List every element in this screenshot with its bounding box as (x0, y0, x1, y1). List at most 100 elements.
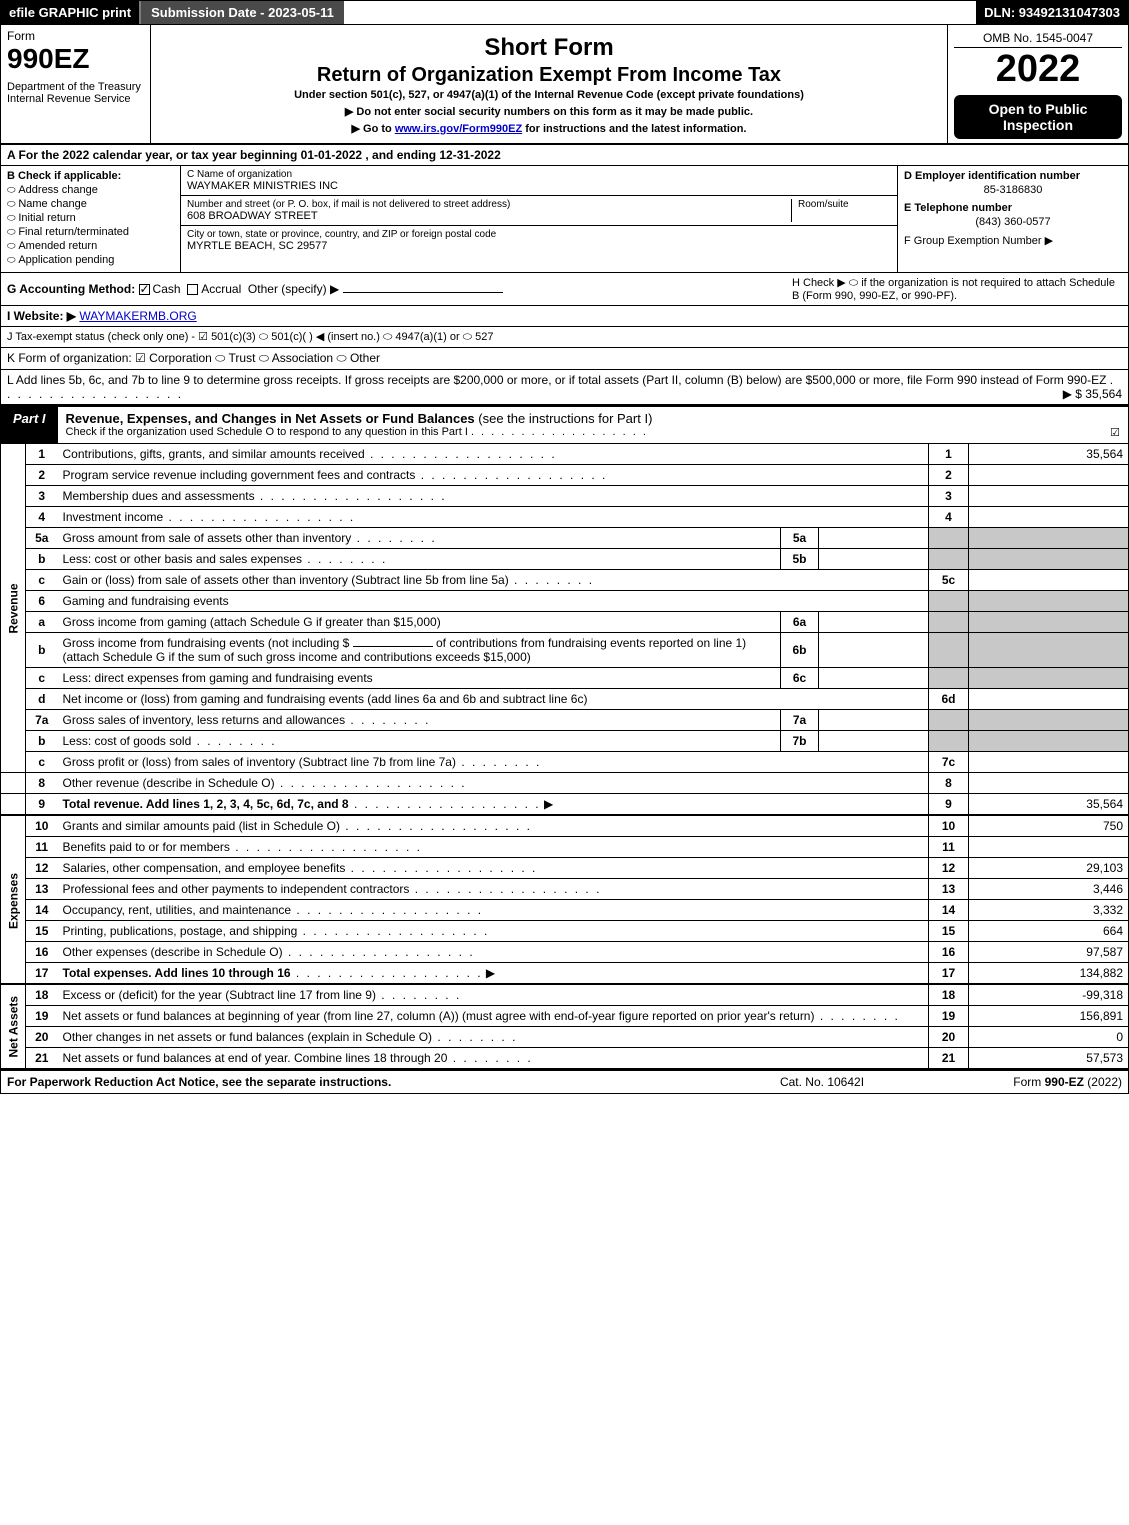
line-9: 9 Total revenue. Add lines 1, 2, 3, 4, 5… (1, 794, 1129, 816)
ln17-desc: Total expenses. Add lines 10 through 16 (63, 966, 291, 980)
part-1-check[interactable]: ☑ (1110, 426, 1120, 439)
row-j-tax-exempt: J Tax-exempt status (check only one) - ☑… (0, 327, 1129, 348)
ln8-desc: Other revenue (describe in Schedule O) (63, 776, 467, 790)
ln18-num: 18 (26, 985, 58, 1006)
ln7b-amt-grey (969, 731, 1129, 752)
ln7a-grey (929, 710, 969, 731)
line-19: 19 Net assets or fund balances at beginn… (1, 1006, 1129, 1027)
ln15-desc: Printing, publications, postage, and shi… (63, 924, 490, 938)
paperwork-notice: For Paperwork Reduction Act Notice, see … (7, 1075, 722, 1089)
ln5c-num: c (26, 570, 58, 591)
line-21: 21 Net assets or fund balances at end of… (1, 1048, 1129, 1069)
ln6-amt-grey (969, 591, 1129, 612)
ln16-col: 16 (929, 942, 969, 963)
l-amount: ▶ $ 35,564 (1063, 387, 1122, 401)
ln6a-val[interactable] (819, 612, 929, 633)
line-6c: c Less: direct expenses from gaming and … (1, 668, 1129, 689)
ln5b-box: 5b (781, 549, 819, 570)
group-exemption-label: F Group Exemption Number ▶ (904, 235, 1053, 247)
ssn-warning: ▶ Do not enter social security numbers o… (157, 105, 941, 118)
line-4: 4 Investment income 4 (1, 507, 1129, 528)
ln18-amt: -99,318 (969, 985, 1129, 1006)
ln20-dots (432, 1030, 517, 1044)
ln9-num: 9 (26, 794, 58, 816)
ln6b-grey (929, 633, 969, 668)
header-center: Short Form Return of Organization Exempt… (151, 25, 948, 143)
form-word: Form (7, 29, 144, 43)
ln5a-val[interactable] (819, 528, 929, 549)
chk-address-change[interactable]: Address change (7, 184, 174, 196)
ln2-amt (969, 465, 1129, 486)
ln3-amt (969, 486, 1129, 507)
line-8: 8 Other revenue (describe in Schedule O)… (1, 773, 1129, 794)
telephone-label: E Telephone number (904, 202, 1012, 214)
ln21-dots (447, 1051, 532, 1065)
part-1-sub: Check if the organization used Schedule … (66, 426, 1120, 438)
return-title: Return of Organization Exempt From Incom… (157, 64, 941, 87)
ln13-amt: 3,446 (969, 879, 1129, 900)
ln6b-val[interactable] (819, 633, 929, 668)
ln6b-blank[interactable] (353, 646, 433, 647)
ln20-col: 20 (929, 1027, 969, 1048)
ln6a-num: a (26, 612, 58, 633)
ln12-num: 12 (26, 858, 58, 879)
ln14-num: 14 (26, 900, 58, 921)
chk-amended-return[interactable]: Amended return (7, 240, 174, 252)
ln21-num: 21 (26, 1048, 58, 1069)
telephone-value: (843) 360-0577 (904, 216, 1122, 228)
chk-accrual[interactable] (187, 284, 198, 295)
ln5b-desc: Less: cost or other basis and sales expe… (63, 552, 388, 566)
ln10-num: 10 (26, 816, 58, 837)
ln10-col: 10 (929, 816, 969, 837)
ln6-num: 6 (26, 591, 58, 612)
ln13-col: 13 (929, 879, 969, 900)
line-5c: c Gain or (loss) from sale of assets oth… (1, 570, 1129, 591)
ln20-num: 20 (26, 1027, 58, 1048)
efile-print-label[interactable]: efile GRAPHIC print (1, 1, 139, 24)
irs-link[interactable]: www.irs.gov/Form990EZ (395, 123, 522, 135)
top-bar: efile GRAPHIC print Submission Date - 20… (0, 0, 1129, 25)
ln17-dots (291, 966, 483, 980)
ln5a-num: 5a (26, 528, 58, 549)
ln5b-amt-grey (969, 549, 1129, 570)
ln6b-amt-grey (969, 633, 1129, 668)
website-link[interactable]: WAYMAKERMB.ORG (79, 309, 196, 323)
ln7b-val[interactable] (819, 731, 929, 752)
expenses-vtab: Expenses (1, 816, 26, 984)
ln9-dots (349, 797, 541, 811)
line-11: 11 Benefits paid to or for members 11 (1, 837, 1129, 858)
ln7c-amt (969, 752, 1129, 773)
chk-cash[interactable] (139, 284, 150, 295)
chk-initial-return[interactable]: Initial return (7, 212, 174, 224)
part-1-sub-dots (471, 426, 648, 438)
ln14-col: 14 (929, 900, 969, 921)
ln1-amt: 35,564 (969, 444, 1129, 465)
ln14-desc: Occupancy, rent, utilities, and maintena… (63, 903, 484, 917)
line-20: 20 Other changes in net assets or fund b… (1, 1027, 1129, 1048)
chk-final-return[interactable]: Final return/terminated (7, 226, 174, 238)
ln7a-amt-grey (969, 710, 1129, 731)
ln7b-box: 7b (781, 731, 819, 752)
accounting-method: G Accounting Method: Cash Accrual Other … (7, 282, 782, 296)
part-1-header: Part I Revenue, Expenses, and Changes in… (0, 405, 1129, 444)
ln7b-num: b (26, 731, 58, 752)
org-name-label: C Name of organization (187, 169, 891, 180)
ln5b-val[interactable] (819, 549, 929, 570)
ln17-col: 17 (929, 963, 969, 985)
line-12: 12 Salaries, other compensation, and emp… (1, 858, 1129, 879)
ln17-num: 17 (26, 963, 58, 985)
tax-year: 2022 (996, 48, 1081, 91)
ln17-amt: 134,882 (969, 963, 1129, 985)
other-specify-input[interactable] (343, 292, 503, 293)
line-6: 6 Gaming and fundraising events (1, 591, 1129, 612)
room-suite-label: Room/suite (798, 199, 891, 210)
net-assets-vtab: Net Assets (1, 985, 26, 1069)
ln21-amt: 57,573 (969, 1048, 1129, 1069)
chk-name-change[interactable]: Name change (7, 198, 174, 210)
ln6c-val[interactable] (819, 668, 929, 689)
ln7a-val[interactable] (819, 710, 929, 731)
chk-application-pending[interactable]: Application pending (7, 254, 174, 266)
ln13-num: 13 (26, 879, 58, 900)
goto-suffix: for instructions and the latest informat… (522, 123, 746, 135)
street-label: Number and street (or P. O. box, if mail… (187, 199, 791, 210)
